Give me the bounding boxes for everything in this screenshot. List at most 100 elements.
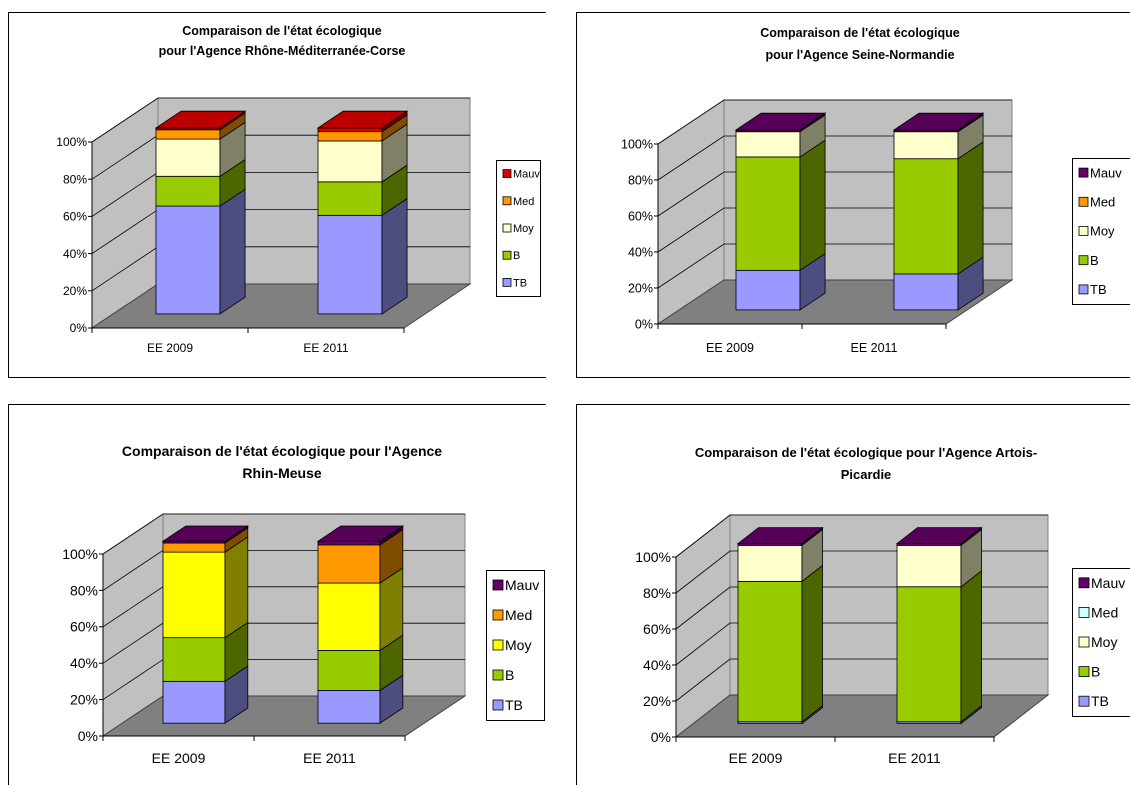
bar-front bbox=[317, 140, 383, 183]
legend-label: Moy bbox=[505, 637, 531, 653]
bar-front bbox=[317, 582, 381, 651]
chart-title: Comparaison de l'état écologique pour l'… bbox=[122, 443, 442, 481]
bar-side bbox=[957, 141, 984, 275]
bar-front bbox=[735, 269, 801, 311]
bar-segment bbox=[735, 114, 826, 158]
bar-front bbox=[317, 127, 383, 133]
chart-legend: Mauv Med Moy B TB bbox=[496, 160, 541, 297]
x-tick-label: EE 2011 bbox=[303, 341, 348, 355]
bar-segment bbox=[155, 158, 246, 207]
bar-stack bbox=[892, 112, 985, 311]
bar-side bbox=[960, 569, 982, 723]
y-tick-label: 0% bbox=[78, 728, 98, 744]
bar-segment bbox=[317, 674, 404, 724]
y-tick-label: 20% bbox=[628, 281, 653, 295]
legend-swatch bbox=[502, 250, 512, 260]
bar-stack bbox=[734, 112, 827, 311]
bar-front bbox=[896, 544, 962, 588]
x-tick-label: EE 2009 bbox=[706, 341, 754, 355]
legend-label: B bbox=[1090, 253, 1099, 268]
chart-title: Comparaison de l'état écologique pour l'A… bbox=[159, 24, 406, 58]
bar-front bbox=[893, 273, 959, 311]
bar-segment bbox=[317, 528, 404, 584]
bar-segment bbox=[162, 665, 249, 724]
chart-title-line: Comparaison de l'état écologique bbox=[760, 26, 960, 40]
y-tick-label: 0% bbox=[651, 729, 671, 745]
bar-front bbox=[893, 131, 959, 160]
bar-front bbox=[317, 214, 383, 315]
bar-segment bbox=[162, 621, 249, 683]
x-tick-label: EE 2011 bbox=[888, 750, 941, 766]
y-tick-label: 20% bbox=[643, 693, 671, 709]
bar-front bbox=[162, 542, 226, 553]
bar-front bbox=[155, 175, 221, 207]
legend-label: Med bbox=[1090, 194, 1115, 209]
bar-front bbox=[893, 158, 959, 275]
legend-swatch bbox=[1078, 226, 1089, 236]
legend-swatch bbox=[492, 609, 504, 621]
bar-segment bbox=[737, 528, 823, 583]
bar-front bbox=[317, 690, 381, 724]
bar-front bbox=[317, 181, 383, 216]
y-tick-label: 40% bbox=[628, 245, 653, 259]
legend-label: TB bbox=[513, 277, 527, 289]
legend-swatch bbox=[492, 639, 504, 651]
bar-front bbox=[162, 680, 226, 724]
legend-swatch bbox=[492, 669, 504, 681]
bar-front bbox=[317, 540, 381, 546]
bar-segment bbox=[896, 528, 982, 588]
bar-side bbox=[219, 188, 246, 315]
bar-segment bbox=[317, 634, 404, 692]
y-tick-label: 60% bbox=[643, 621, 671, 637]
bar-top bbox=[316, 110, 409, 129]
bar-top bbox=[161, 525, 250, 542]
legend-swatch bbox=[1078, 284, 1089, 295]
legend-label: B bbox=[505, 667, 514, 683]
bar-segment bbox=[896, 569, 982, 723]
chart-title-line: Comparaison de l'état écologique bbox=[182, 24, 382, 38]
bar-side bbox=[381, 197, 408, 315]
bar-front bbox=[162, 551, 226, 639]
bar-segment bbox=[155, 188, 246, 315]
legend-label: Mauv bbox=[1090, 165, 1122, 180]
legend-swatch bbox=[502, 169, 512, 179]
y-tick-label: 60% bbox=[628, 209, 653, 223]
bar-top bbox=[316, 525, 405, 542]
legend-label: Med bbox=[1091, 604, 1118, 620]
bar-stack bbox=[161, 525, 250, 724]
legend-swatch bbox=[1078, 167, 1089, 178]
legend-label: Mauv bbox=[513, 169, 540, 181]
bar-stack bbox=[736, 526, 824, 725]
chart-floor bbox=[674, 694, 1050, 738]
chart-floor bbox=[101, 695, 467, 737]
bar-front bbox=[737, 544, 803, 582]
chart-title-line: Picardie bbox=[841, 467, 892, 482]
bar-side bbox=[224, 536, 249, 639]
bar-segment bbox=[317, 567, 404, 652]
y-tick-label: 100% bbox=[56, 135, 87, 149]
bar-top bbox=[736, 527, 824, 544]
chart-title-line: pour l'Agence Seine-Normandie bbox=[765, 48, 954, 62]
y-tick-label: 80% bbox=[643, 585, 671, 601]
chart-floor bbox=[90, 283, 472, 329]
legend-label: B bbox=[513, 250, 520, 262]
chart-title-line: Comparaison de l'état écologique pour l'… bbox=[695, 445, 1037, 460]
legend-label: Moy bbox=[513, 223, 534, 235]
legend-swatch bbox=[1078, 196, 1089, 207]
x-tick-label: EE 2009 bbox=[152, 750, 206, 766]
chart-panel: Comparaison de l'état écologique pour l'… bbox=[8, 404, 546, 785]
bar-side bbox=[801, 564, 823, 723]
bar-front bbox=[317, 131, 383, 142]
bar-front bbox=[737, 580, 803, 723]
chart-panel: Comparaison de l'état écologique pour l'… bbox=[576, 404, 1130, 785]
y-tick-label: 80% bbox=[70, 582, 98, 598]
bar-segment bbox=[735, 139, 826, 272]
legend-swatch bbox=[502, 223, 512, 233]
y-tick-label: 0% bbox=[70, 321, 88, 335]
chart-title-line: Rhin-Meuse bbox=[242, 465, 322, 481]
legend-label: Moy bbox=[1091, 634, 1117, 650]
x-tick-label: EE 2009 bbox=[147, 341, 193, 355]
legend-label: Med bbox=[505, 607, 532, 623]
legend-swatch bbox=[1078, 695, 1090, 707]
y-tick-label: 60% bbox=[63, 210, 87, 224]
